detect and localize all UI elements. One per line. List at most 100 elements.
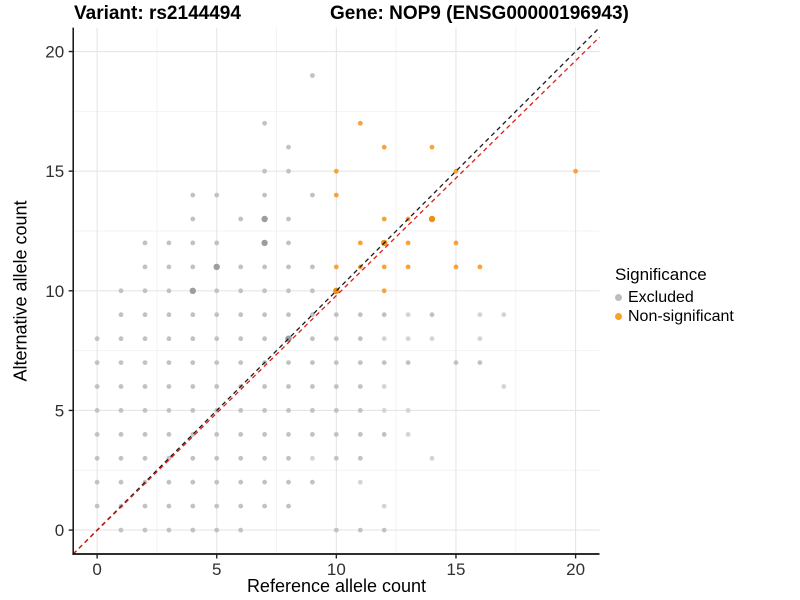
data-point-excluded: [453, 360, 459, 365]
data-point-excluded: [357, 527, 363, 533]
data-point-excluded: [190, 336, 196, 342]
legend-title: Significance: [615, 265, 707, 284]
data-point-excluded: [381, 503, 387, 509]
data-point-excluded: [190, 503, 196, 509]
data-point-excluded: [118, 336, 124, 342]
data-point-excluded: [310, 408, 315, 413]
data-point-excluded: [357, 384, 363, 389]
data-point-excluded: [238, 336, 244, 342]
data-point-excluded: [262, 168, 267, 174]
data-point-non-significant: [381, 288, 387, 294]
data-point-non-significant: [477, 264, 483, 270]
data-point-excluded: [310, 360, 315, 365]
data-point-excluded: [94, 360, 100, 365]
data-point-excluded: [214, 479, 220, 485]
data-point-excluded: [238, 312, 244, 318]
legend-item-label: Non-significant: [628, 307, 734, 325]
data-point-excluded: [286, 240, 291, 246]
data-point-non-significant: [429, 144, 435, 150]
data-point-excluded: [381, 336, 387, 342]
fit-line: [72, 36, 600, 555]
data-point-excluded: [405, 312, 411, 318]
data-point-excluded: [166, 336, 172, 342]
data-point-excluded: [214, 503, 220, 509]
data-point-excluded: [310, 479, 315, 485]
data-point-excluded: [262, 408, 267, 413]
data-point-excluded: [310, 312, 315, 318]
data-point-excluded: [214, 360, 220, 365]
data-point-excluded: [262, 503, 267, 509]
data-point-excluded: [262, 312, 267, 318]
data-point-non-significant: [573, 168, 578, 174]
data-point-excluded: [214, 240, 220, 246]
data-point-excluded: [190, 216, 196, 222]
data-point-excluded: [286, 360, 291, 365]
data-point-excluded: [238, 408, 244, 413]
data-point-non-significant: [333, 192, 339, 198]
data-point-excluded: [261, 215, 268, 223]
data-point-excluded: [214, 336, 220, 342]
data-point-excluded: [429, 312, 435, 318]
data-point-excluded: [381, 360, 387, 365]
data-point-excluded: [118, 455, 124, 461]
data-point-excluded: [190, 479, 196, 485]
data-point-excluded: [357, 360, 363, 365]
data-point-non-significant: [333, 168, 339, 174]
data-point-excluded: [238, 455, 244, 461]
data-point-excluded: [286, 168, 291, 174]
data-point-excluded: [333, 408, 339, 413]
data-point-non-significant: [405, 240, 411, 246]
data-point-excluded: [166, 527, 172, 533]
data-point-excluded: [94, 432, 100, 437]
data-point-excluded: [262, 336, 267, 342]
data-point-excluded: [333, 455, 339, 461]
legend-item-label: Excluded: [628, 288, 694, 306]
data-point-non-significant: [405, 264, 411, 270]
data-point-excluded: [286, 479, 291, 485]
data-point-excluded: [190, 264, 196, 270]
data-point-excluded: [357, 312, 363, 318]
data-point-excluded: [142, 264, 148, 270]
data-point-excluded: [142, 384, 148, 389]
data-point-excluded: [333, 360, 339, 365]
data-point-non-significant: [428, 215, 436, 223]
data-point-excluded: [310, 455, 315, 461]
data-point-excluded: [501, 384, 507, 389]
data-point-excluded: [238, 288, 244, 294]
data-point-excluded: [142, 312, 148, 318]
data-point-non-significant: [357, 120, 363, 126]
excluded-dot-icon: [615, 294, 622, 301]
data-point-non-significant: [453, 240, 459, 246]
data-point-excluded: [214, 455, 220, 461]
data-point-excluded: [310, 384, 315, 389]
data-point-excluded: [238, 503, 244, 509]
data-point-excluded: [166, 240, 172, 246]
chart-title-variant: Variant: rs2144494: [74, 3, 241, 24]
y-tick-label: 20: [45, 43, 64, 62]
data-point-non-significant: [333, 264, 339, 270]
data-point-excluded: [213, 263, 220, 271]
data-point-excluded: [118, 288, 124, 294]
data-point-excluded: [262, 384, 267, 389]
data-point-excluded: [94, 384, 100, 389]
data-point-non-significant: [357, 240, 363, 246]
legend: Significance Excluded Non-significant: [615, 265, 734, 326]
data-point-excluded: [190, 360, 196, 365]
data-point-excluded: [94, 455, 100, 461]
data-point-excluded: [189, 287, 196, 294]
data-point-excluded: [166, 288, 172, 294]
data-point-excluded: [381, 408, 387, 413]
data-point-excluded: [118, 312, 124, 318]
data-point-excluded: [310, 288, 315, 294]
x-tick-label: 5: [212, 560, 221, 579]
data-point-excluded: [333, 432, 339, 437]
data-point-excluded: [286, 288, 291, 294]
data-point-excluded: [381, 312, 387, 318]
data-point-excluded: [262, 264, 267, 270]
data-point-excluded: [142, 455, 148, 461]
data-point-excluded: [310, 336, 315, 342]
data-point-excluded: [118, 527, 124, 533]
data-point-excluded: [238, 432, 244, 437]
